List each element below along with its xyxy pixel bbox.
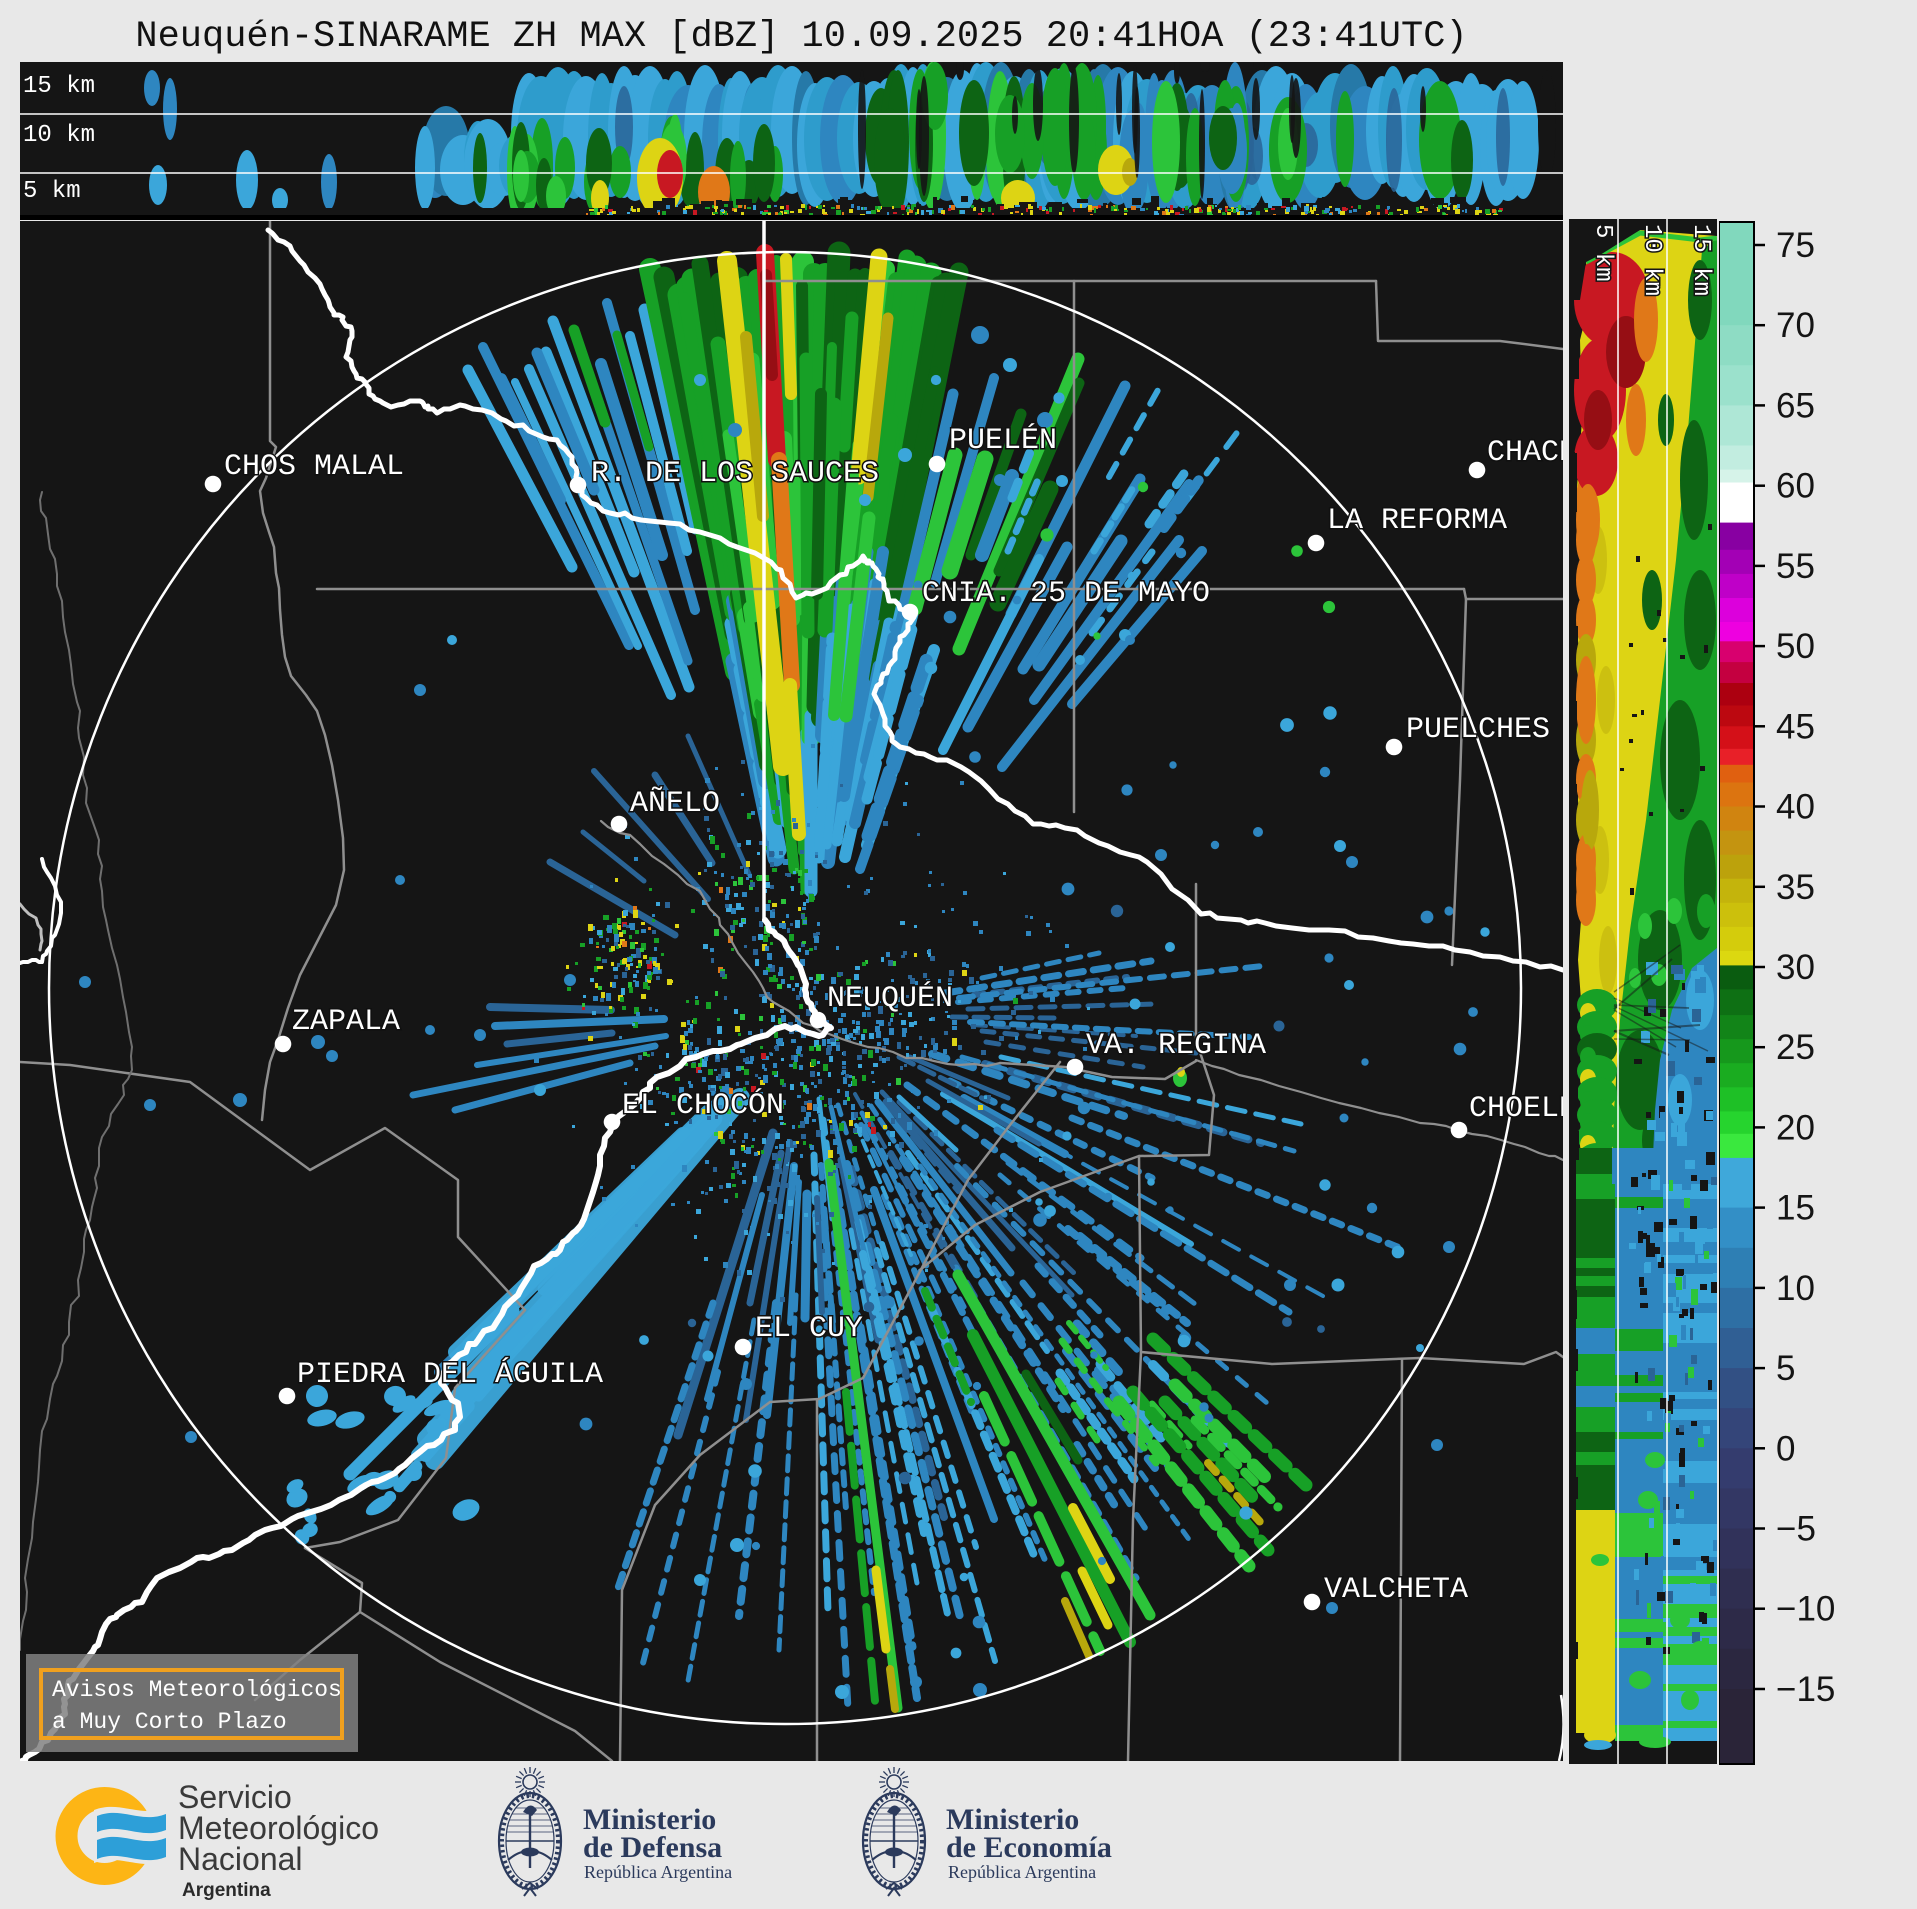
svg-text:EL CUY: EL CUY [755,1312,863,1346]
svg-text:5 km: 5 km [1589,224,1616,282]
svg-text:75: 75 [1776,226,1815,265]
svg-text:25: 25 [1776,1028,1815,1067]
svg-text:CNIA. 25 DE MAYO: CNIA. 25 DE MAYO [922,577,1210,611]
svg-text:NEUQUÉN: NEUQUÉN [827,981,953,1016]
svg-text:10 km: 10 km [23,122,95,149]
svg-text:15 km: 15 km [23,73,95,100]
svg-text:PIEDRA DEL ÁGUILA: PIEDRA DEL ÁGUILA [297,1357,603,1392]
svg-text:30: 30 [1776,948,1815,987]
svg-text:PUELÉN: PUELÉN [949,423,1057,458]
svg-text:LA REFORMA: LA REFORMA [1327,504,1507,538]
svg-text:5: 5 [1776,1349,1795,1388]
svg-text:60: 60 [1776,467,1815,506]
svg-text:EL CHOCÓN: EL CHOCÓN [622,1088,784,1123]
svg-text:−5: −5 [1776,1510,1816,1549]
svg-text:55: 55 [1776,547,1815,586]
svg-text:10: 10 [1776,1269,1815,1308]
svg-text:0: 0 [1776,1429,1795,1468]
svg-text:PUELCHES: PUELCHES [1406,713,1550,747]
svg-text:15: 15 [1776,1189,1815,1228]
svg-text:65: 65 [1776,386,1815,425]
svg-text:CHOS MALAL: CHOS MALAL [224,450,404,484]
svg-text:10 km: 10 km [1638,224,1665,296]
svg-text:70: 70 [1776,306,1815,345]
svg-text:AÑELO: AÑELO [630,786,720,821]
svg-text:ZAPALA: ZAPALA [292,1005,400,1039]
svg-text:CHACHARRAMENDI: CHACHARRAMENDI [1487,436,1563,470]
svg-text:−15: −15 [1776,1670,1835,1709]
svg-text:20: 20 [1776,1108,1815,1147]
svg-text:R. DE LOS SAUCES: R. DE LOS SAUCES [591,457,879,491]
svg-text:−10: −10 [1776,1590,1835,1629]
svg-text:VA. REGINA: VA. REGINA [1086,1029,1266,1063]
svg-text:VALCHETA: VALCHETA [1324,1573,1468,1607]
svg-text:45: 45 [1776,707,1815,746]
svg-text:40: 40 [1776,788,1815,827]
svg-text:50: 50 [1776,627,1815,666]
svg-text:15 km: 15 km [1687,224,1714,296]
svg-text:5 km: 5 km [23,178,81,205]
svg-text:35: 35 [1776,868,1815,907]
